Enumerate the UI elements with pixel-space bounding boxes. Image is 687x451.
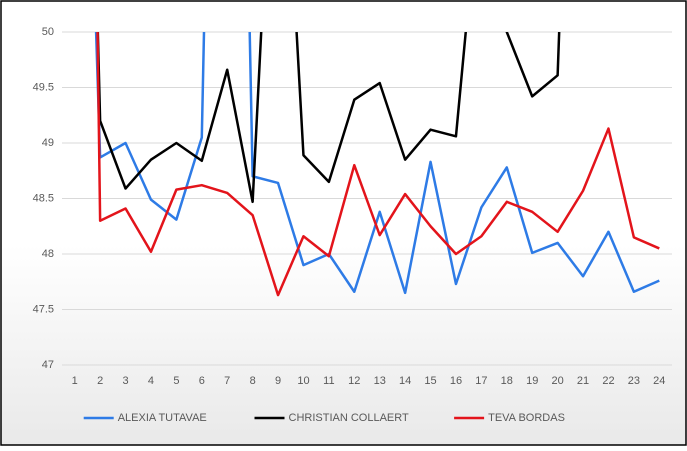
- legend-label: TEVA BORDAS: [488, 412, 565, 424]
- x-tick-label: 3: [122, 375, 128, 387]
- y-tick-label: 47: [42, 359, 54, 371]
- x-tick-label: 21: [577, 375, 589, 387]
- x-tick-label: 14: [399, 375, 411, 387]
- x-tick-label: 19: [526, 375, 538, 387]
- x-tick-label: 4: [148, 375, 154, 387]
- plot-area: [94, 32, 660, 297]
- x-tick-label: 2: [97, 375, 103, 387]
- x-tick-label: 20: [552, 375, 564, 387]
- x-tick-label: 13: [374, 375, 386, 387]
- x-tick-label: 5: [173, 375, 179, 387]
- y-tick-label: 48.5: [33, 192, 54, 204]
- x-tick-label: 22: [602, 375, 614, 387]
- x-tick-label: 7: [224, 375, 230, 387]
- x-tick-label: 24: [653, 375, 665, 387]
- x-tick-label: 11: [323, 375, 334, 387]
- x-tick-label: 9: [275, 375, 281, 387]
- x-tick-label: 8: [250, 375, 256, 387]
- y-tick-label: 47.5: [33, 303, 54, 315]
- y-tick-label: 49.5: [33, 81, 54, 93]
- series-line: [94, 32, 660, 295]
- series-line: [96, 32, 561, 204]
- x-tick-label: 17: [475, 375, 487, 387]
- x-tick-label: 6: [199, 375, 205, 387]
- y-tick-label: 50: [42, 26, 54, 38]
- x-tick-label: 10: [297, 375, 309, 387]
- x-tick-label: 16: [450, 375, 462, 387]
- series-line: [96, 32, 660, 297]
- x-tick-label: 12: [348, 375, 360, 387]
- x-tick-label: 18: [501, 375, 513, 387]
- y-tick-label: 49: [42, 137, 54, 149]
- x-tick-label: 1: [72, 375, 78, 387]
- legend-label: CHRISTIAN COLLAERT: [289, 412, 409, 424]
- legend-label: ALEXIA TUTAVAE: [118, 412, 207, 424]
- y-tick-label: 48: [42, 248, 54, 260]
- x-tick-label: 23: [628, 375, 640, 387]
- x-tick-label: 15: [424, 375, 436, 387]
